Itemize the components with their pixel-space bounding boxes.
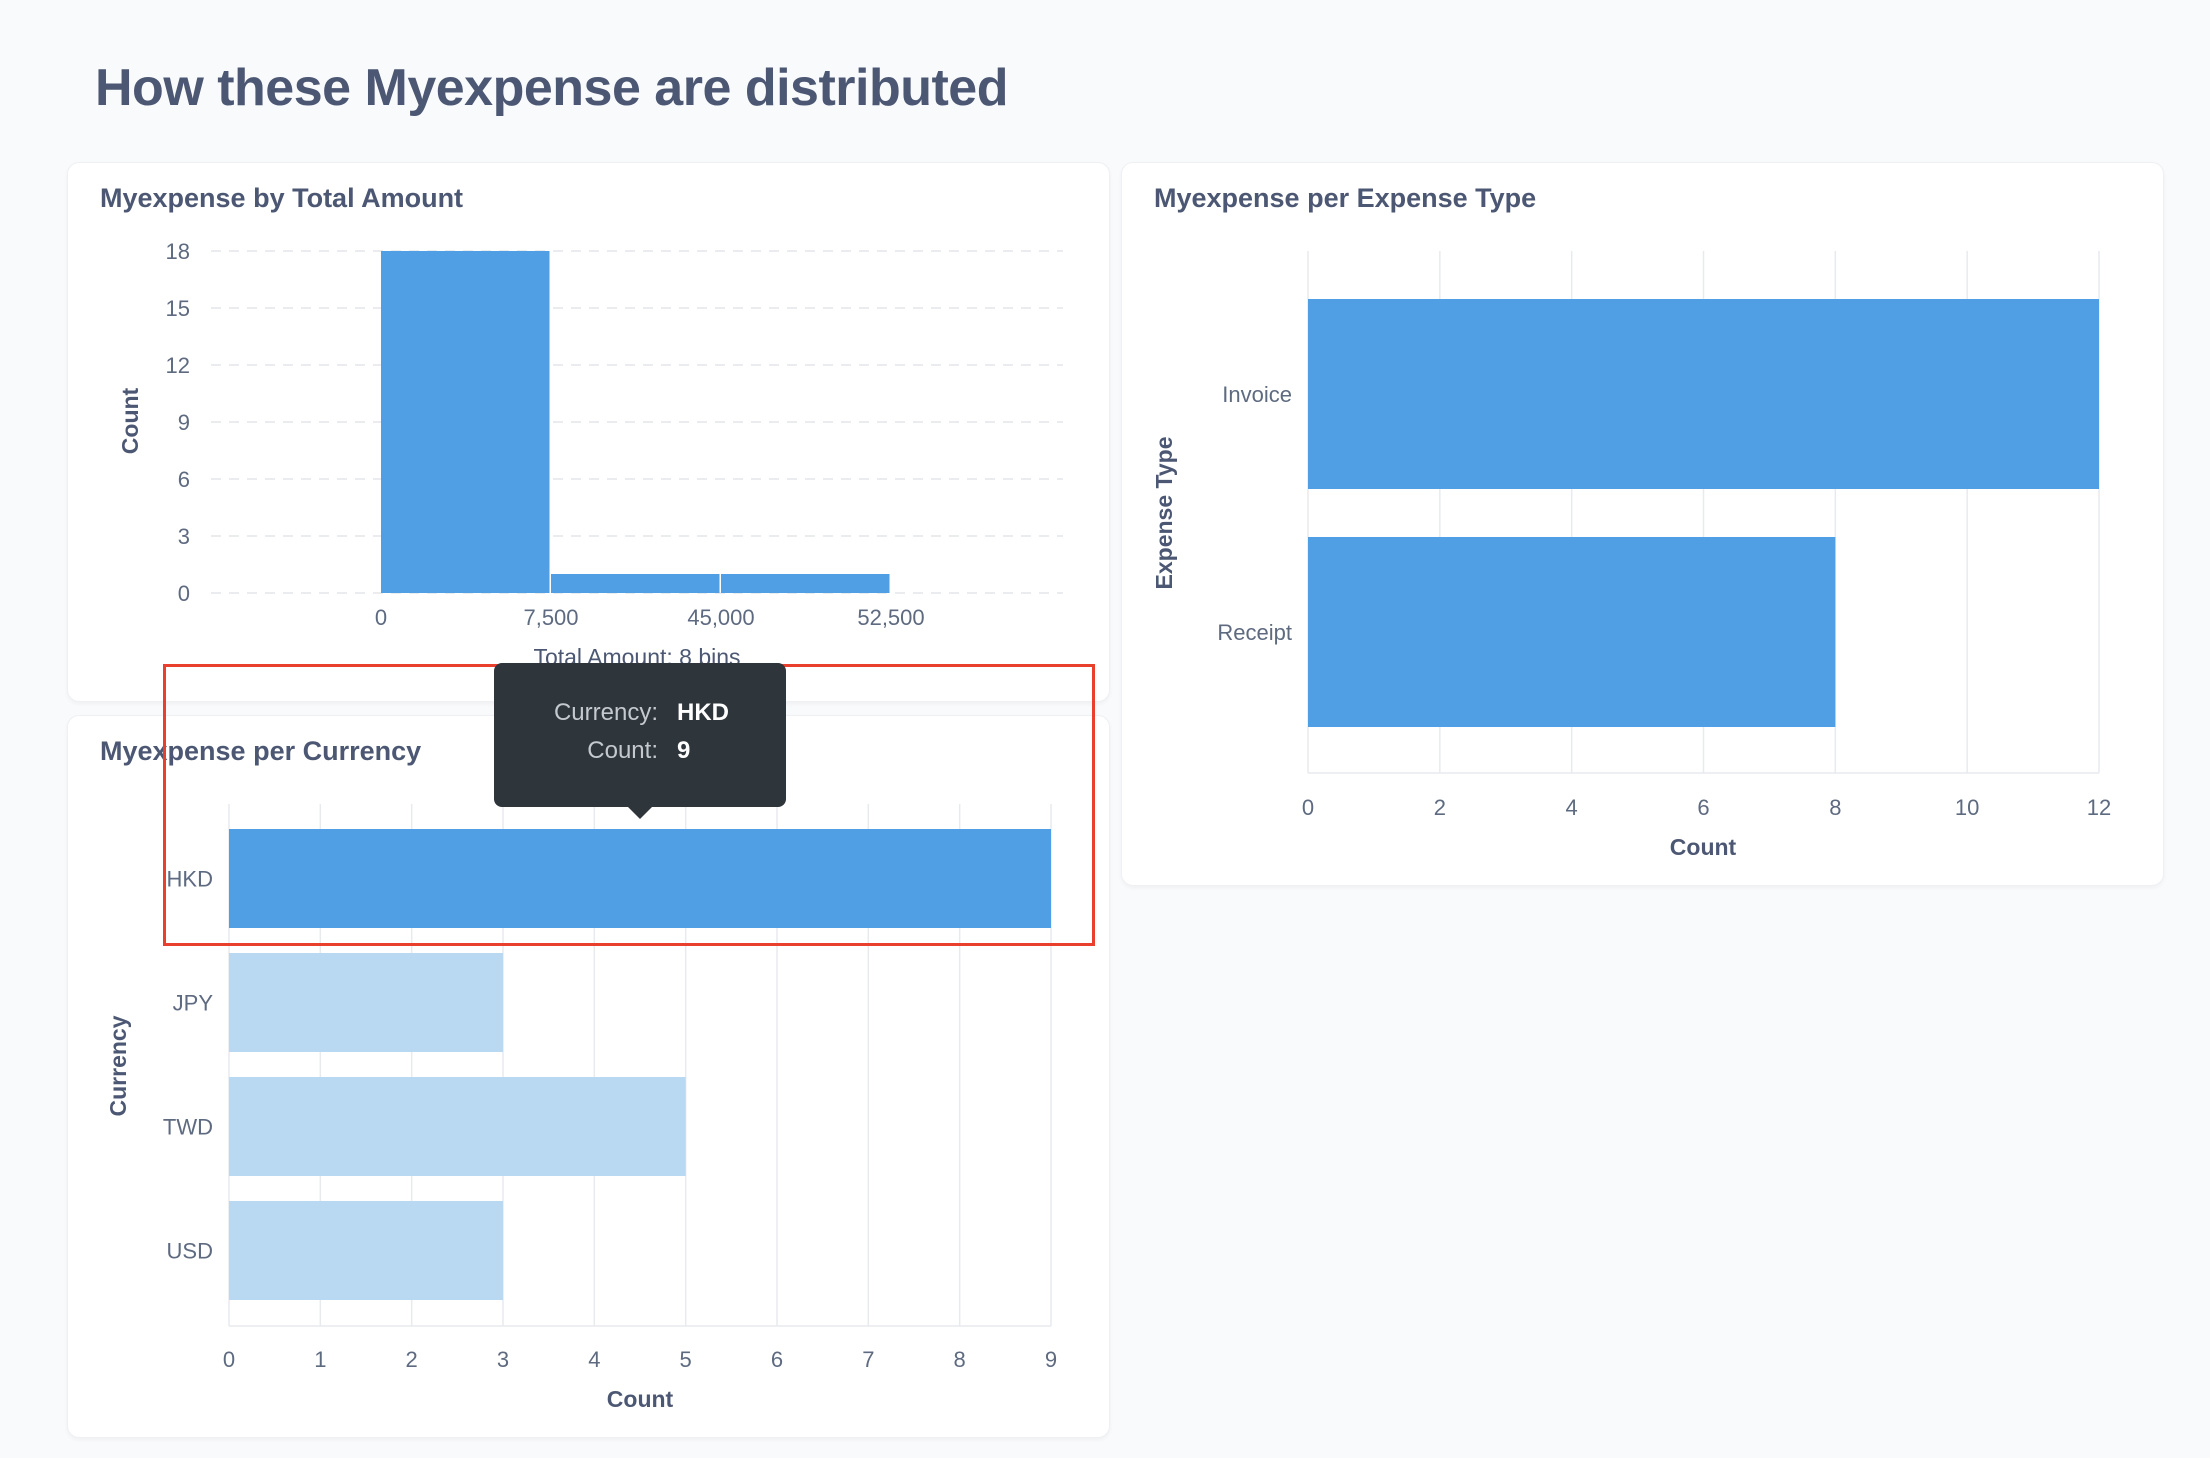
- bar-invoice: [1308, 299, 2099, 489]
- y-tick-label: 18: [166, 239, 190, 264]
- tooltip-count-value: 9: [677, 737, 691, 764]
- tooltip-currency-value: HKD: [677, 699, 729, 726]
- y-tick-label: USD: [167, 1239, 213, 1264]
- card-expense-type[interactable]: Myexpense per Expense Type 0 2 4 6 8 10 12 Invo…: [1121, 162, 2164, 886]
- x-tick-label: 4: [588, 1347, 600, 1372]
- card-title-expense-type[interactable]: Myexpense per Expense Type: [1154, 183, 1537, 213]
- bar-receipt: [1308, 537, 1836, 727]
- x-tick-label: 6: [771, 1347, 783, 1372]
- page-title: How these Myexpense are distributed: [95, 59, 1009, 117]
- tooltip-currency-label: Currency:: [553, 699, 658, 726]
- x-tick-label: 8: [954, 1347, 966, 1372]
- y-tick-label: 6: [178, 467, 190, 492]
- y-tick-label: HKD: [167, 867, 213, 892]
- y-tick-label: 0: [178, 581, 190, 606]
- card-title-total-amount[interactable]: Myexpense by Total Amount: [100, 183, 464, 213]
- x-tick-label: 10: [1955, 795, 1979, 820]
- y-tick-label: 3: [178, 524, 190, 549]
- x-tick-label: 4: [1566, 795, 1578, 820]
- x-tick-label: 7,500: [523, 605, 578, 630]
- histogram-bar: [381, 251, 550, 593]
- x-tick-label: 7: [862, 1347, 874, 1372]
- y-tick-label: 9: [178, 410, 190, 435]
- y-tick-label: JPY: [173, 991, 214, 1016]
- x-tick-label: 0: [223, 1347, 235, 1372]
- y-tick-label: 15: [166, 296, 190, 321]
- x-tick-label: 2: [1434, 795, 1446, 820]
- x-tick-label: 0: [1302, 795, 1314, 820]
- y-axis-title: Expense Type: [1151, 437, 1177, 590]
- y-tick-label: Receipt: [1217, 620, 1292, 645]
- x-tick-label: 52,500: [857, 605, 924, 630]
- card-total-amount[interactable]: Myexpense by Total Amount 0 3 6 9 12 15 18 0 7,5…: [67, 162, 1110, 702]
- x-tick-label: 12: [2087, 795, 2111, 820]
- y-axis-title: Currency: [105, 1015, 131, 1116]
- bar-twd: [229, 1077, 686, 1176]
- x-tick-label: 9: [1045, 1347, 1057, 1372]
- x-tick-label: 1: [314, 1347, 326, 1372]
- chart-expense-type[interactable]: 0 2 4 6 8 10 12 Invoice Receipt Expense Type Count: [1122, 163, 2165, 887]
- y-tick-label: Invoice: [1222, 382, 1292, 407]
- y-tick-label: TWD: [163, 1115, 213, 1140]
- x-axis-title: Count: [607, 1386, 674, 1412]
- x-tick-label: 45,000: [687, 605, 754, 630]
- x-tick-label: 5: [680, 1347, 692, 1372]
- x-tick-label: 0: [375, 605, 387, 630]
- tooltip-count-label: Count:: [587, 737, 658, 764]
- x-tick-label: 8: [1829, 795, 1841, 820]
- chart-currency[interactable]: 0 1 2 3 4 5 6 7 8 9 HKD JPY TWD USD Currency Count: [68, 716, 1111, 1439]
- y-tick-label: 12: [166, 353, 190, 378]
- x-tick-label: 2: [406, 1347, 418, 1372]
- x-tick-label: 6: [1697, 795, 1709, 820]
- card-title-currency[interactable]: Myexpense per Currency: [100, 736, 422, 766]
- bar-usd: [229, 1201, 503, 1300]
- x-tick-label: 3: [497, 1347, 509, 1372]
- x-axis-title: Count: [1670, 834, 1737, 860]
- histogram-bar: [721, 574, 890, 593]
- bar-jpy: [229, 953, 503, 1052]
- tooltip: Currency: HKD Count: 9: [494, 663, 786, 819]
- y-axis-title: Count: [117, 387, 143, 454]
- histogram-bar: [551, 574, 720, 593]
- card-currency[interactable]: Myexpense per Currency 0 1 2 3 4 5 6 7 8 9 HKD JPY T…: [67, 715, 1110, 1438]
- bar-hkd: [229, 829, 1051, 928]
